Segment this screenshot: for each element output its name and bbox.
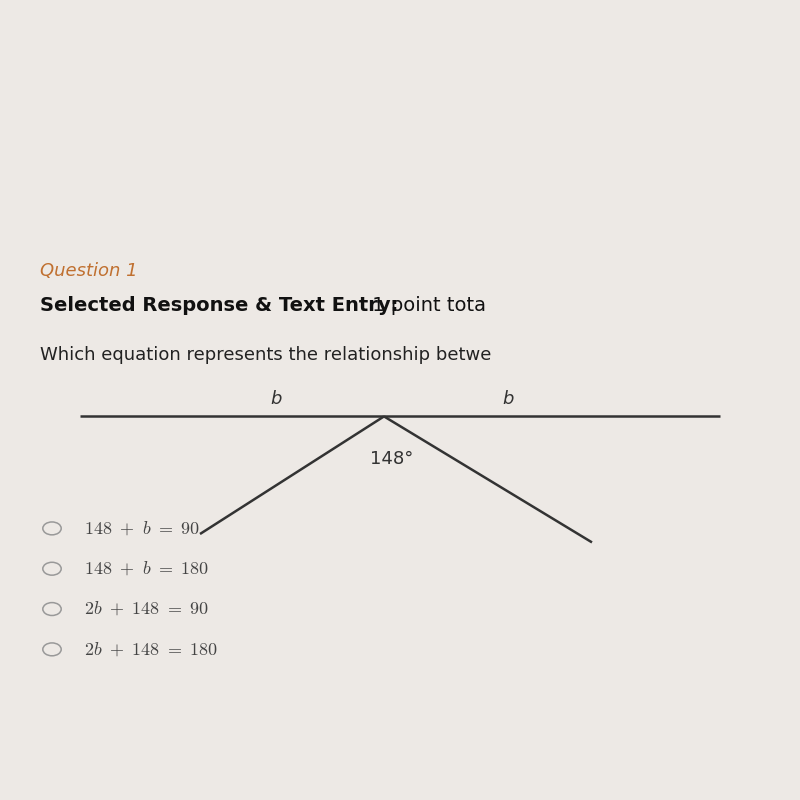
Text: b: b (270, 390, 282, 408)
Text: $148\ +\ b\ =\ 180$: $148\ +\ b\ =\ 180$ (84, 560, 209, 578)
Text: b: b (502, 390, 514, 408)
Text: Selected Response & Text Entry:: Selected Response & Text Entry: (40, 296, 398, 315)
Text: Which equation represents the relationship betwe: Which equation represents the relationsh… (40, 346, 491, 365)
Text: Question 1: Question 1 (40, 262, 138, 280)
Text: 1 point tota: 1 point tota (366, 296, 486, 315)
Text: $148\ +\ b\ =\ 90$: $148\ +\ b\ =\ 90$ (84, 519, 200, 538)
Text: $2b\ +\ 148\ =\ 180$: $2b\ +\ 148\ =\ 180$ (84, 640, 218, 658)
Text: 148°: 148° (370, 450, 414, 468)
Text: $2b\ +\ 148\ =\ 90$: $2b\ +\ 148\ =\ 90$ (84, 600, 209, 618)
